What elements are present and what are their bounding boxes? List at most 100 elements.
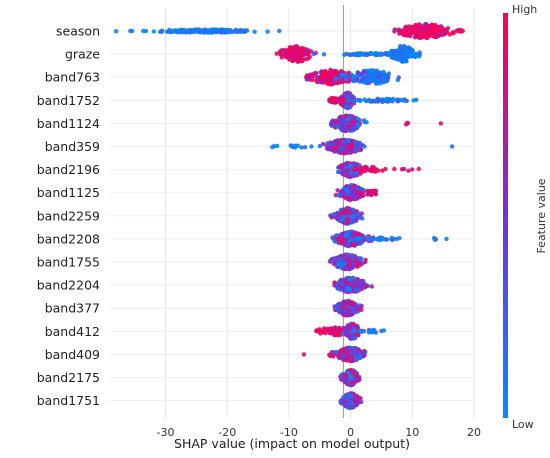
data-point bbox=[319, 75, 324, 80]
data-point bbox=[340, 231, 345, 237]
feature-label-band2175: band2175 bbox=[37, 370, 100, 385]
data-point bbox=[351, 120, 356, 125]
data-point bbox=[351, 98, 357, 104]
data-point bbox=[321, 329, 326, 334]
data-point bbox=[348, 350, 353, 356]
data-point bbox=[346, 324, 351, 329]
data-point bbox=[300, 45, 305, 51]
data-point bbox=[352, 262, 357, 267]
data-point bbox=[348, 368, 353, 373]
data-point bbox=[373, 51, 379, 56]
data-point bbox=[332, 72, 337, 78]
data-point bbox=[351, 233, 356, 239]
data-point bbox=[403, 31, 408, 36]
data-point bbox=[395, 98, 400, 104]
data-point bbox=[344, 358, 350, 363]
data-point bbox=[355, 143, 361, 148]
data-point bbox=[430, 24, 435, 30]
data-point bbox=[351, 238, 357, 244]
data-point bbox=[275, 143, 280, 149]
feature-label-band2208: band2208 bbox=[37, 231, 100, 246]
data-point bbox=[128, 28, 133, 34]
data-point bbox=[406, 31, 411, 36]
feature-label-season: season bbox=[56, 24, 100, 39]
data-point bbox=[347, 52, 353, 57]
colorbar-title: Feature value bbox=[535, 178, 548, 253]
data-point bbox=[293, 55, 298, 60]
data-point bbox=[384, 237, 390, 242]
data-point bbox=[345, 216, 350, 222]
data-point bbox=[444, 30, 450, 35]
data-point bbox=[375, 98, 380, 104]
data-point bbox=[363, 349, 368, 355]
data-point bbox=[325, 141, 330, 146]
data-point bbox=[339, 256, 344, 262]
data-point bbox=[373, 330, 378, 335]
data-point bbox=[390, 237, 395, 243]
data-point bbox=[365, 189, 370, 194]
x-tick-label: 10 bbox=[405, 426, 419, 439]
data-point bbox=[358, 396, 363, 401]
data-point bbox=[368, 236, 374, 242]
data-point bbox=[350, 265, 355, 270]
data-point bbox=[356, 123, 361, 128]
data-point bbox=[349, 138, 354, 144]
data-point bbox=[334, 98, 339, 103]
data-point bbox=[182, 27, 187, 33]
data-point bbox=[327, 259, 333, 264]
data-point bbox=[235, 29, 240, 35]
data-point bbox=[289, 143, 295, 148]
data-point bbox=[360, 191, 365, 196]
data-point bbox=[348, 236, 353, 242]
data-point bbox=[405, 120, 410, 126]
data-point bbox=[344, 104, 349, 109]
data-point bbox=[362, 97, 367, 102]
data-point bbox=[394, 55, 399, 60]
data-point bbox=[346, 196, 351, 201]
data-point bbox=[284, 54, 290, 60]
data-point bbox=[347, 346, 353, 351]
x-tick-label: -20 bbox=[218, 426, 236, 439]
data-point bbox=[379, 328, 384, 334]
data-point bbox=[347, 287, 352, 292]
data-point bbox=[344, 278, 350, 283]
data-point bbox=[351, 276, 356, 282]
data-points bbox=[114, 22, 465, 411]
data-point bbox=[432, 29, 437, 34]
data-point bbox=[357, 261, 362, 266]
data-point bbox=[278, 50, 283, 55]
data-point bbox=[354, 396, 359, 401]
data-point bbox=[356, 212, 361, 217]
data-point bbox=[457, 29, 462, 34]
data-point bbox=[344, 397, 349, 402]
feature-label-band1125: band1125 bbox=[37, 185, 100, 200]
colorbar-high-label: High bbox=[512, 3, 537, 16]
data-point bbox=[344, 167, 350, 173]
feature-label-band2259: band2259 bbox=[37, 208, 100, 223]
data-point bbox=[314, 78, 319, 83]
data-point bbox=[339, 265, 345, 270]
data-point bbox=[270, 144, 275, 150]
data-point bbox=[380, 236, 385, 241]
data-point bbox=[392, 29, 397, 34]
data-point bbox=[399, 59, 405, 64]
data-point bbox=[338, 309, 343, 315]
data-point bbox=[358, 98, 363, 103]
data-point bbox=[369, 165, 375, 170]
data-point bbox=[341, 285, 346, 290]
data-point bbox=[343, 373, 348, 378]
data-point bbox=[332, 119, 338, 124]
data-point bbox=[349, 376, 354, 381]
data-point bbox=[438, 121, 443, 126]
data-point bbox=[228, 29, 234, 34]
data-point bbox=[348, 191, 353, 196]
data-point bbox=[416, 35, 422, 40]
data-point bbox=[339, 150, 345, 155]
data-point bbox=[363, 168, 368, 174]
data-point bbox=[370, 190, 375, 196]
data-point bbox=[335, 188, 340, 193]
data-point bbox=[339, 143, 344, 149]
data-point bbox=[191, 27, 196, 33]
data-point bbox=[297, 58, 302, 64]
data-point bbox=[171, 29, 176, 34]
